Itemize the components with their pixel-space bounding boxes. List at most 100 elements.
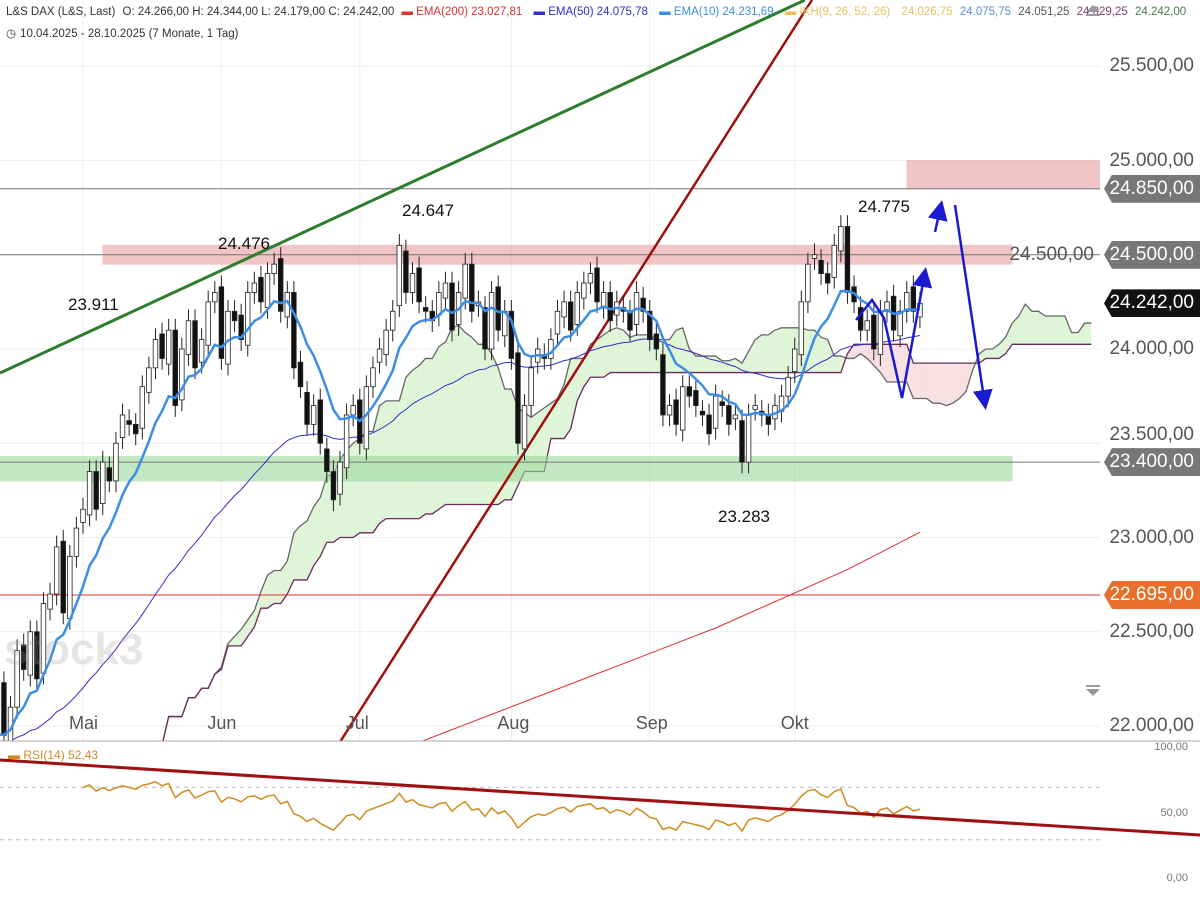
candle-body: [218, 286, 225, 359]
y-axis-tick-label: 22.500,00: [1109, 620, 1194, 642]
candle-body: [739, 420, 745, 463]
y-axis-tick-label: 23.000,00: [1109, 526, 1194, 548]
ichimoku-cloud-segment: [300, 521, 308, 580]
candle-body: [640, 297, 646, 312]
candle-body: [291, 292, 297, 369]
candle-body: [495, 286, 501, 331]
candle-body: [745, 414, 752, 463]
price-annotation: 23.283: [718, 507, 770, 526]
ohlc-values: O: 24.266,00 H: 24.344,00 L: 24.179,00 C…: [122, 6, 395, 18]
candle-body: [587, 273, 594, 284]
candle-body: [422, 307, 429, 312]
ichimoku-cloud-segment: [939, 363, 947, 406]
projection-arrow-down: [953, 204, 993, 410]
ichimoku-cloud-segment: [913, 363, 920, 399]
candle-body: [831, 244, 837, 278]
candle-body: [376, 348, 383, 363]
ichimoku-cloud-segment: [755, 334, 762, 373]
candle-body: [165, 329, 172, 365]
candle-body: [897, 310, 903, 337]
candle-body: [146, 367, 152, 393]
stock3-watermark: stock3: [4, 625, 144, 674]
candle-body: [179, 348, 185, 401]
y-axis-tick-label: 25.000,00: [1109, 149, 1194, 171]
price-annotation: 23.911: [68, 295, 119, 314]
ichimoku-cloud-segment: [999, 337, 1006, 359]
ichimoku-cloud-segment: [959, 363, 967, 399]
ichimoku-cloud-segment: [695, 356, 703, 373]
candle-body: [871, 314, 877, 350]
candle-body: [350, 405, 356, 416]
chart-header: L&S DAX (L&S, Last) O: 24.266,00 H: 24.3…: [6, 6, 1187, 18]
ichimoku-cloud-segment: [247, 610, 255, 637]
candle-body: [245, 292, 251, 346]
ichimoku-cloud-segment: [933, 363, 940, 404]
candle-body: [396, 244, 403, 307]
ichimoku-cloud-segment: [1064, 316, 1072, 345]
candle-body: [792, 348, 798, 373]
candle-body: [785, 376, 791, 397]
candle-body: [106, 467, 113, 482]
trendline-green: [0, 0, 806, 375]
candle-body: [1, 682, 7, 736]
ichimoku-cloud-segment: [854, 344, 861, 359]
ichimoku-cloud-segment: [1038, 311, 1046, 345]
ichimoku-cloud-segment: [1045, 316, 1052, 345]
rsi-axis-tick-label: 0,00: [1166, 872, 1188, 884]
ichimoku-cloud-segment: [643, 334, 650, 373]
ichimoku-cloud-segment: [676, 327, 683, 373]
price-level-label: 24.850,00: [1104, 174, 1200, 203]
candle-body: [383, 329, 389, 356]
candle-body: [225, 310, 231, 365]
candle-body: [113, 442, 119, 482]
ikh-value-1: 24.026,75: [901, 6, 953, 18]
ichimoku-cloud-segment: [491, 353, 499, 505]
ichimoku-cloud-segment: [353, 438, 360, 538]
collapse-down-icon[interactable]: [1086, 684, 1100, 696]
candle-body: [271, 263, 277, 274]
ichimoku-cloud-segment: [267, 570, 275, 609]
candle-body: [133, 423, 139, 435]
ichimoku-cloud-segment: [919, 363, 927, 399]
price-annotation: 24.647: [402, 201, 454, 220]
candle-body: [666, 405, 673, 416]
ichimoku-cloud-segment: [616, 327, 624, 373]
candle-body: [330, 471, 337, 501]
price-level-label: 22.695,00: [1104, 580, 1200, 609]
candle-body: [521, 405, 528, 450]
candle-body: [462, 263, 468, 299]
candle-body: [60, 540, 66, 614]
ichimoku-cloud-segment: [412, 365, 420, 519]
ichimoku-cloud-segment: [952, 363, 960, 404]
candle-body: [528, 367, 534, 406]
x-axis-month-label: Aug: [497, 713, 530, 733]
ichimoku-cloud-segment: [432, 346, 439, 514]
candle-body: [653, 333, 660, 350]
ichimoku-cloud-segment: [1084, 323, 1092, 345]
candle-body: [86, 471, 93, 516]
ema10-line: [0, 289, 921, 736]
ichimoku-cloud-segment: [320, 476, 327, 557]
rsi-legend: ▬ RSI(14) 52,43: [8, 748, 99, 762]
ichimoku-cloud-segment: [702, 356, 710, 373]
collapse-up-icon[interactable]: [1086, 5, 1100, 17]
ichimoku-cloud-segment: [1031, 311, 1039, 345]
ichimoku-cloud-segment: [1078, 323, 1085, 345]
ema200-line: [421, 531, 921, 741]
ichimoku-cloud-segment: [742, 351, 749, 373]
candle-body: [172, 329, 178, 406]
candle-body: [844, 226, 851, 293]
candle-body: [416, 267, 422, 303]
ichimoku-cloud-segment: [438, 341, 446, 510]
ichimoku-cloud-segment: [280, 561, 288, 604]
candle-body: [482, 307, 488, 350]
candle-body: [660, 354, 666, 416]
ichimoku-cloud-segment: [781, 327, 789, 373]
candle-body: [904, 292, 910, 312]
ema50-line: [7, 334, 921, 741]
candle-body: [805, 263, 811, 303]
y-axis-tick-label: 22.000,00: [1109, 715, 1194, 736]
projection-arrow-breakout: [927, 200, 948, 233]
candle-body: [126, 420, 132, 425]
candle-body: [390, 310, 396, 331]
